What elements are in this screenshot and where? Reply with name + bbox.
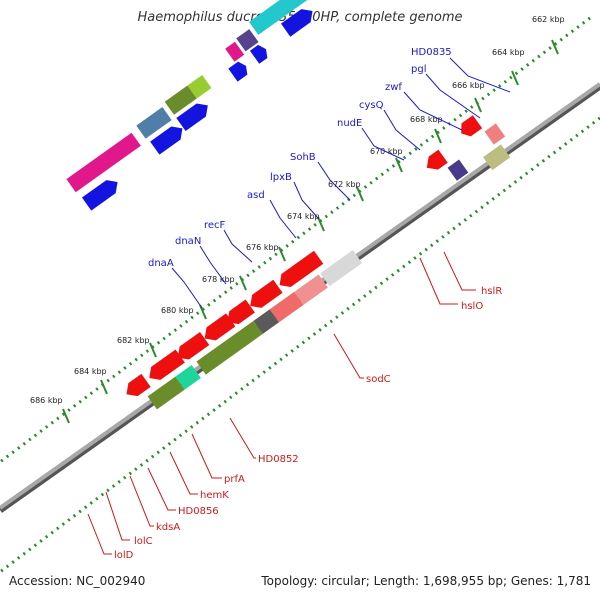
gene-label-nude: nudE: [337, 118, 362, 129]
gene-label-sohb: SohB: [290, 152, 316, 163]
ruler-label-666: 666 kbp: [452, 81, 485, 90]
forward-arrows: [81, 9, 313, 211]
gene-label-hslr: hslR: [481, 286, 502, 297]
gene-label-hd0856: HD0856: [178, 506, 219, 517]
gene-label-hd0835: HD0835: [411, 47, 452, 58]
ruler-label-678: 678 kbp: [202, 275, 235, 284]
ruler-label-684: 684 kbp: [74, 367, 107, 376]
gene-label-lold: lolD: [114, 550, 134, 561]
gene-label-prfa: prfA: [224, 474, 245, 485]
gene-label-asd: asd: [247, 190, 265, 201]
reverse-feature-track: [126, 115, 511, 410]
gene-label-hslo: hslO: [461, 301, 483, 312]
ruler-label-672: 672 kbp: [328, 180, 361, 189]
gene-label-lpxb: lpxB: [270, 172, 292, 183]
forward-feature-track: [66, 0, 313, 211]
ruler-label-668: 668 kbp: [410, 115, 443, 124]
outer-kbp-ruler: [0, 16, 591, 464]
gene-label-hd0852: HD0852: [258, 454, 299, 465]
genome-summary-text: Topology: circular; Length: 1,698,955 bp…: [261, 574, 591, 588]
ruler-label-674: 674 kbp: [287, 212, 320, 221]
gene-label-kdsa: kdsA: [156, 522, 180, 533]
gene-label-dnan: dnaN: [175, 236, 201, 247]
feature-block: [66, 0, 309, 193]
ruler-label-664: 664 kbp: [492, 48, 525, 57]
gene-label-pgl: pgl: [411, 64, 426, 75]
ruler-label-682: 682 kbp: [117, 336, 150, 345]
ruler-label-676: 676 kbp: [246, 243, 279, 252]
gene-label-dnaa: dnaA: [148, 258, 174, 269]
ruler-label-686: 686 kbp: [30, 396, 63, 405]
ruler-label-662: 662 kbp: [532, 15, 565, 24]
gene-label-hemk: hemK: [200, 490, 229, 501]
gene-label-lolc: lolC: [134, 536, 153, 547]
reverse-leader-lines: [87, 251, 476, 555]
ruler-label-680: 680 kbp: [161, 306, 194, 315]
forward-leader-lines: [171, 57, 511, 309]
accession-text: Accession: NC_002940: [9, 574, 146, 588]
inner-kbp-ruler: [0, 116, 600, 574]
ruler-ticks: [62, 39, 559, 424]
gene-label-cysq: cysQ: [359, 100, 384, 111]
feature-block: [147, 123, 511, 410]
gene-label-recf: recF: [204, 220, 226, 231]
gene-label-zwf: zwf: [385, 82, 402, 93]
gene-label-sodc: sodC: [366, 374, 391, 385]
reverse-arrows: [126, 115, 483, 397]
